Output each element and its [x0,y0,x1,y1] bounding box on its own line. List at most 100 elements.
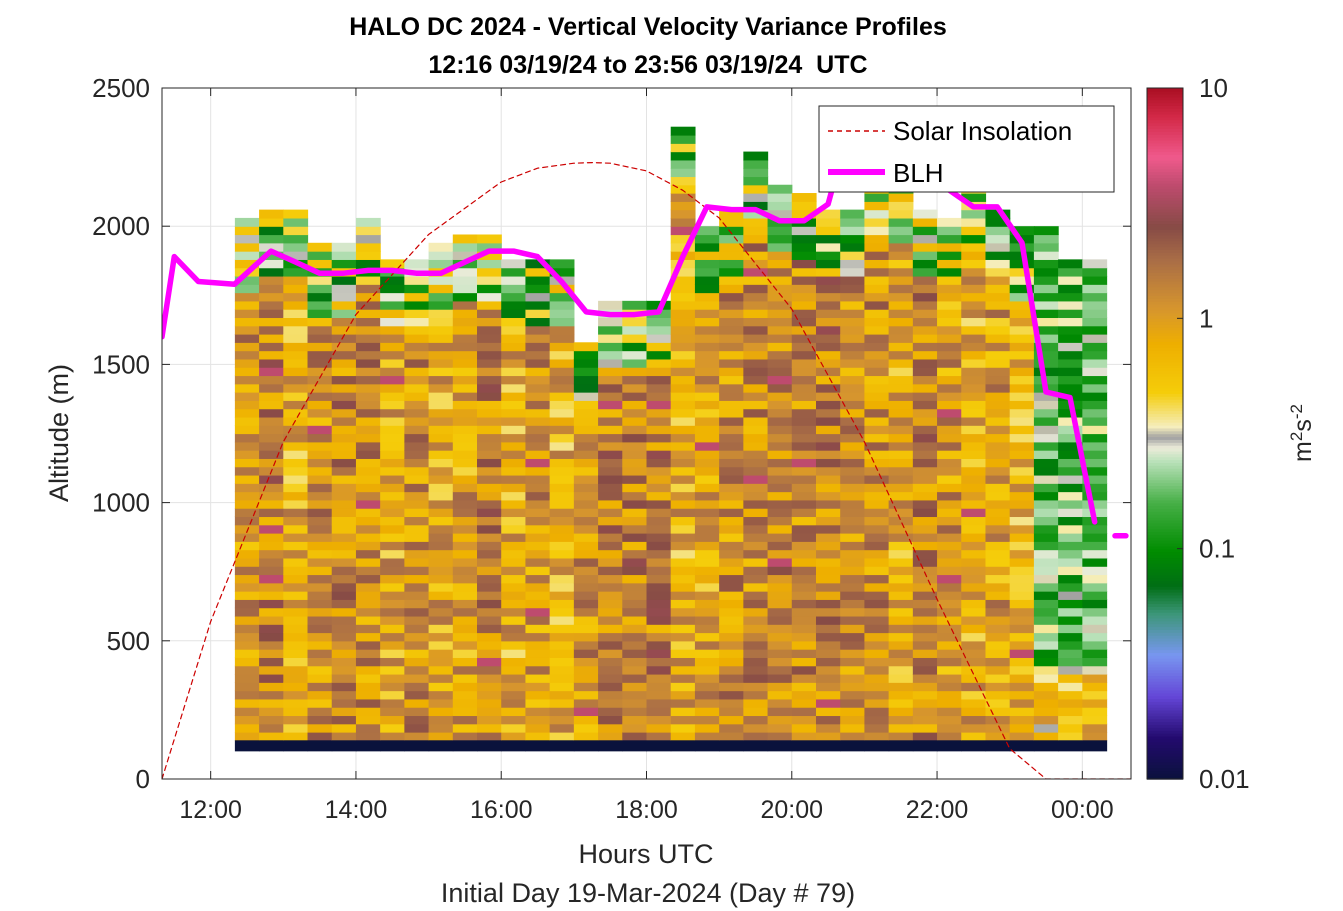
heatmap-cell [307,367,333,377]
heatmap-cell [259,723,284,733]
heatmap-cell [331,533,357,542]
heatmap-cell [1009,342,1035,352]
heatmap-cell [985,466,1011,476]
heatmap-cell [234,591,260,600]
y-tick-label: 1500 [92,349,150,379]
heatmap-cell [985,251,1011,260]
colorbar-segment [1147,620,1183,625]
heatmap-cell [912,640,938,650]
heatmap-cell [331,582,357,592]
heatmap-cell [743,574,769,584]
heatmap-cell [259,325,284,335]
heatmap-cell [791,715,817,725]
heatmap-cell [477,591,502,600]
heatmap-cell [1009,591,1035,600]
heatmap-cell [1058,632,1083,642]
heatmap-cell [1009,541,1035,551]
heatmap-cell [743,383,769,393]
heatmap-cell [815,450,841,459]
heatmap-cell [307,574,333,584]
heatmap-cell [477,682,502,692]
colorbar-segment [1147,603,1183,607]
x-tick-label: 00:00 [1051,796,1114,824]
heatmap-cell [888,358,914,368]
heatmap-cell [646,673,672,683]
heatmap-cell [501,657,527,667]
heatmap-cell [670,134,696,144]
colorbar-segment [1147,606,1183,610]
heatmap-cell [670,673,696,683]
heatmap-cell [525,591,551,600]
heatmap-cell-lowest [1058,740,1083,752]
heatmap-cell [670,333,696,343]
heatmap-cell [549,367,575,377]
heatmap-cell [864,441,890,451]
heatmap-cell [888,491,914,501]
heatmap-cell [1033,234,1059,244]
heatmap-cell [670,151,696,161]
heatmap-cell [888,367,914,377]
heatmap-cell [598,358,623,368]
heatmap-cell [888,466,914,476]
heatmap-cell [743,682,769,692]
heatmap-cell [912,599,938,609]
heatmap-cell [380,599,405,609]
heatmap-cell [815,350,841,360]
heatmap-cell [864,624,890,634]
heatmap-cell [961,624,987,634]
heatmap-cell [985,234,1011,244]
heatmap-cell [404,682,430,692]
heatmap-cell [501,358,527,368]
heatmap-cell [477,284,502,294]
heatmap-cell [840,217,866,227]
colorbar-segment [1147,568,1183,573]
heatmap-cell [1058,309,1083,319]
heatmap-cell [840,557,866,567]
heatmap-cell [622,640,648,650]
heatmap-cell [355,607,381,617]
heatmap-cell [961,300,987,310]
heatmap-cell [283,367,309,377]
heatmap-cell [283,491,309,501]
heatmap-cell [477,665,502,675]
colorbar-segment [1147,730,1183,734]
heatmap-cell [1082,441,1108,451]
heatmap-cell [694,466,720,476]
heatmap-cell [1058,483,1083,493]
heatmap-cell [355,408,381,418]
heatmap-cell [452,698,478,708]
colorbar-segment [1147,701,1183,705]
heatmap-cell [428,516,454,526]
heatmap-cell [743,300,769,310]
heatmap-cell [404,309,430,319]
heatmap-cell [912,342,938,352]
heatmap-cell [840,408,866,418]
heatmap-cell [791,474,817,484]
heatmap-cell [355,466,381,476]
heatmap-cell [791,682,817,692]
heatmap-cell [1082,275,1108,285]
heatmap-cell [840,275,866,285]
heatmap-cell [670,317,696,327]
heatmap-cell [912,673,938,683]
heatmap-cell [961,416,987,426]
heatmap-cell [355,433,381,443]
heatmap-cell [501,317,527,327]
heatmap-cell [912,300,938,310]
heatmap-cell [1009,350,1035,360]
heatmap-cell [743,226,769,236]
heatmap-cell [477,383,502,393]
heatmap-cell [428,300,454,310]
heatmap-cell [283,400,309,410]
heatmap-cell [937,300,962,310]
heatmap-cell [719,242,744,252]
heatmap-cell [307,284,333,294]
heatmap-cell [501,557,527,567]
colorbar-segment [1147,744,1183,749]
heatmap-cell [234,416,260,426]
heatmap-cell [719,499,744,509]
heatmap-cell [525,624,551,634]
heatmap-cell [694,251,720,260]
heatmap-cell [888,193,914,202]
heatmap-cell [428,657,454,667]
